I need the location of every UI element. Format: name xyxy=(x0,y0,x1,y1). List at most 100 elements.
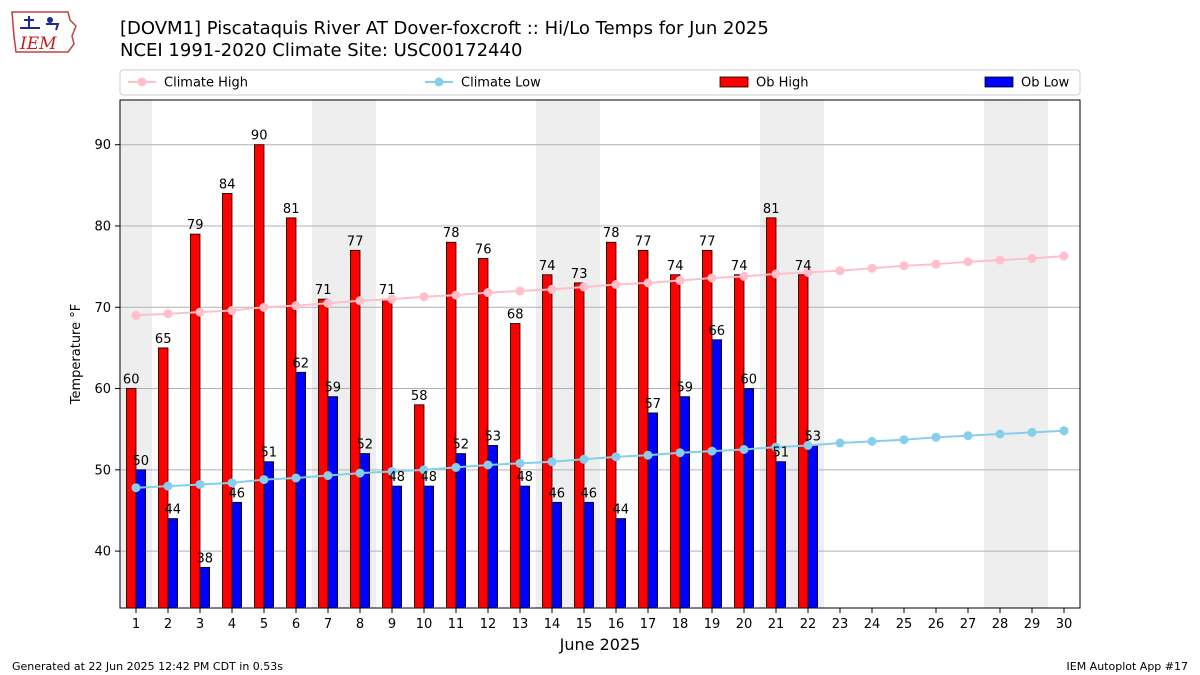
ob-low-label-17: 57 xyxy=(645,397,662,412)
ob-low-label-4: 46 xyxy=(229,486,246,501)
climate-low-point-6 xyxy=(291,473,301,483)
ob-high-bar-17 xyxy=(638,249,649,609)
climate-high-point-14 xyxy=(547,284,557,294)
x-tick-label-11: 11 xyxy=(448,617,465,632)
climate-high-point-4 xyxy=(227,306,237,316)
iowa-map-logo: IEM xyxy=(11,11,77,54)
climate-low-point-23 xyxy=(835,438,845,448)
climate-high-point-19 xyxy=(707,273,717,283)
x-tick-label-25: 25 xyxy=(896,617,913,632)
climate-low-point-25 xyxy=(899,435,909,445)
legend-ob-high-swatch xyxy=(719,76,749,88)
climate-low-point-10 xyxy=(419,465,429,475)
y-axis-label: Temperature °F xyxy=(69,304,84,405)
ob-high-label-8: 77 xyxy=(347,234,364,249)
x-tick-label-4: 4 xyxy=(228,617,236,632)
climate-high-point-20 xyxy=(739,271,749,281)
ob-low-label-15: 46 xyxy=(581,486,598,501)
climate-low-point-1 xyxy=(131,483,141,493)
legend-ob-low-label: Ob Low xyxy=(1021,76,1070,91)
ob-high-label-17: 77 xyxy=(635,234,652,249)
climate-low-point-29 xyxy=(1027,427,1037,437)
climate-low-point-4 xyxy=(227,478,237,488)
ob-low-label-5: 51 xyxy=(261,446,278,461)
ob-high-label-1: 60 xyxy=(123,373,140,388)
climate-low-point-16 xyxy=(611,452,621,462)
x-tick-label-18: 18 xyxy=(672,617,689,632)
climate-low-point-7 xyxy=(323,471,333,481)
ob-high-bar-10 xyxy=(413,404,425,609)
ob-low-label-10: 48 xyxy=(421,470,438,485)
climate-low-point-21 xyxy=(771,442,781,452)
climate-low-point-30 xyxy=(1059,426,1069,436)
ob-low-bar-20 xyxy=(743,388,754,609)
climate-high-point-1 xyxy=(131,310,141,320)
y-tick-label-60: 60 xyxy=(94,382,111,397)
chart-subtitle: NCEI 1991-2020 Climate Site: USC00172440 xyxy=(120,40,523,61)
ob-low-bar-11 xyxy=(455,453,466,609)
climate-low-point-15 xyxy=(579,454,589,464)
ob-high-bar-5 xyxy=(253,144,265,609)
app-label: IEM Autoplot App #17 xyxy=(1066,660,1189,673)
ob-high-label-4: 84 xyxy=(219,177,236,192)
climate-high-point-13 xyxy=(515,286,525,296)
x-tick-label-6: 6 xyxy=(292,617,300,632)
climate-high-point-9 xyxy=(387,294,397,304)
climate-high-point-5 xyxy=(259,302,269,312)
ob-high-label-18: 74 xyxy=(667,259,684,274)
ob-high-bar-20 xyxy=(734,274,745,609)
ob-low-label-12: 53 xyxy=(485,429,502,444)
ob-low-label-16: 44 xyxy=(613,503,630,518)
ob-high-bar-6 xyxy=(285,217,297,609)
ob-high-label-15: 73 xyxy=(571,267,588,282)
ob-high-bar-4 xyxy=(221,193,233,609)
ob-low-label-11: 52 xyxy=(453,438,470,453)
climate-high-point-21 xyxy=(771,269,781,279)
climate-lines xyxy=(131,251,1069,493)
climate-low-point-28 xyxy=(995,429,1005,439)
climate-high-point-8 xyxy=(355,296,365,306)
legend: Climate High Climate Low Ob High Ob Low xyxy=(119,69,1081,96)
climate-low-point-12 xyxy=(483,460,493,470)
x-tick-label-22: 22 xyxy=(800,617,817,632)
ob-low-label-2: 44 xyxy=(165,503,182,518)
ob-high-label-16: 78 xyxy=(603,226,620,241)
ob-high-label-7: 71 xyxy=(315,283,332,298)
climate-high-point-7 xyxy=(323,298,333,308)
iem-logo: IEM xyxy=(6,6,82,60)
climate-high-point-18 xyxy=(675,275,685,285)
x-tick-label-13: 13 xyxy=(512,617,529,632)
climate-high-line xyxy=(135,255,1065,317)
climate-low-point-9 xyxy=(387,466,397,476)
ob-low-bar-22 xyxy=(807,445,818,609)
climate-high-point-12 xyxy=(483,288,493,298)
ob-high-bar-15 xyxy=(574,282,585,609)
chart-title: [DOVM1] Piscataquis River AT Dover-foxcr… xyxy=(120,18,769,39)
x-tick-label-17: 17 xyxy=(640,617,657,632)
ob-low-label-3: 38 xyxy=(197,551,214,566)
ob-low-bar-15 xyxy=(583,501,594,609)
climate-low-point-5 xyxy=(259,475,269,485)
ob-low-label-22: 53 xyxy=(805,429,822,444)
ob-low-label-14: 46 xyxy=(549,486,566,501)
ob-high-label-14: 74 xyxy=(539,259,556,274)
ob-low-label-7: 59 xyxy=(325,381,342,396)
ob-high-label-10: 58 xyxy=(411,389,428,404)
climate-high-point-28 xyxy=(995,255,1005,265)
x-tick-label-3: 3 xyxy=(196,617,204,632)
x-tick-label-8: 8 xyxy=(356,617,364,632)
plot-frame xyxy=(119,99,1081,609)
climate-high-point-24 xyxy=(867,263,877,273)
ob-low-label-8: 52 xyxy=(357,438,374,453)
ob-low-bar-9 xyxy=(391,485,402,609)
x-tick-label-27: 27 xyxy=(960,617,977,632)
climate-high-point-29 xyxy=(1027,253,1037,263)
ob-high-label-11: 78 xyxy=(443,226,460,241)
climate-low-point-17 xyxy=(643,450,653,460)
climate-low-point-18 xyxy=(675,448,685,458)
ob-low-bar-18 xyxy=(679,396,690,609)
climate-low-point-24 xyxy=(867,436,877,446)
ob-high-label-3: 79 xyxy=(187,218,204,233)
climate-low-point-2 xyxy=(163,481,173,491)
